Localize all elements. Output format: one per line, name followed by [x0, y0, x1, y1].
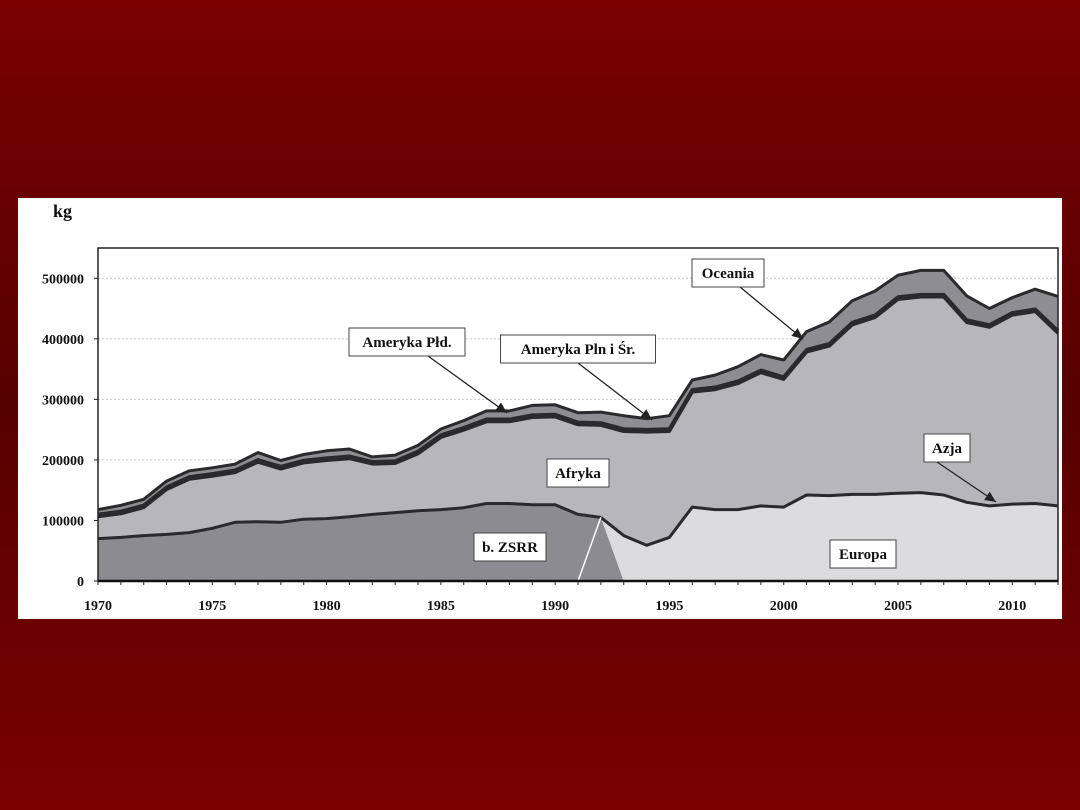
annotation-label: Ameryka Pln i Śr. — [521, 341, 636, 358]
y-tick-label: 200000 — [42, 454, 84, 469]
annotation-box — [473, 532, 547, 562]
y-tick-label: 400000 — [42, 333, 84, 348]
y-tick-label: 300000 — [42, 393, 84, 408]
annotation-box — [546, 458, 610, 488]
x-tick-label: 2000 — [770, 599, 798, 614]
annotation-label: Europa — [839, 547, 888, 563]
x-tick-label: 1980 — [313, 599, 341, 614]
y-tick-label: 100000 — [42, 514, 84, 529]
area-5 — [98, 270, 1058, 515]
x-tick-label: 1995 — [655, 599, 683, 614]
zsrr-edge — [577, 517, 602, 582]
annotation-label: Oceania — [702, 266, 755, 282]
annotation-label: Azja — [932, 441, 962, 457]
annotation-box — [923, 433, 971, 463]
annotation-box — [691, 258, 765, 288]
annotation-label: Ameryka Płd. — [362, 335, 451, 351]
annotation-arrow — [739, 286, 804, 340]
annotation-box — [500, 334, 656, 364]
annotation-arrowhead — [495, 402, 507, 413]
annotation-box — [829, 539, 897, 569]
y-unit-label: kg — [53, 201, 72, 221]
boundary-line-4 — [97, 292, 1060, 517]
annotation-label: Afryka — [555, 466, 601, 482]
annotation-box — [348, 327, 466, 357]
x-tick-label: 1985 — [427, 599, 455, 614]
boundary-line-0 — [97, 502, 602, 541]
series-areas — [98, 270, 1058, 581]
annotations: Oceania Ameryka Płd. Ameryka Pln i Śr. Azja… — [348, 258, 997, 569]
x-tick-label: 1970 — [84, 599, 112, 614]
area-0 — [98, 503, 1058, 581]
annotation-label: b. ZSRR — [482, 540, 538, 556]
x-tick-label: 2010 — [998, 599, 1026, 614]
annotation-arrowhead — [640, 409, 652, 420]
chart-panel: kg 0 100000 200000 300000 400000 500000 1970 1… — [18, 198, 1062, 619]
y-tick-label: 500000 — [42, 272, 84, 287]
x-tick-label: 2005 — [884, 599, 912, 614]
boundary-line-5 — [97, 268, 1059, 512]
annotation-arrow — [936, 461, 997, 503]
boundary-line-1 — [599, 491, 1059, 547]
annotation-arrowhead — [984, 491, 996, 502]
boundary-line-3 — [97, 295, 1060, 519]
annotation-arrow — [427, 355, 508, 414]
series-lines — [97, 268, 1060, 582]
y-axis-ticks: 0 100000 200000 300000 400000 500000 — [42, 272, 98, 590]
x-tick-label: 1975 — [198, 599, 226, 614]
x-axis-ticks: 1970 1975 1980 1985 1990 1995 2000 2005 2010 — [84, 581, 1059, 614]
area-3 — [98, 297, 1058, 546]
x-tick-label: 1990 — [541, 599, 569, 614]
area-1 — [98, 492, 1058, 581]
annotation-arrow — [577, 362, 653, 421]
annotation-arrowhead — [791, 328, 803, 339]
y-tick-label: 0 — [77, 575, 84, 590]
